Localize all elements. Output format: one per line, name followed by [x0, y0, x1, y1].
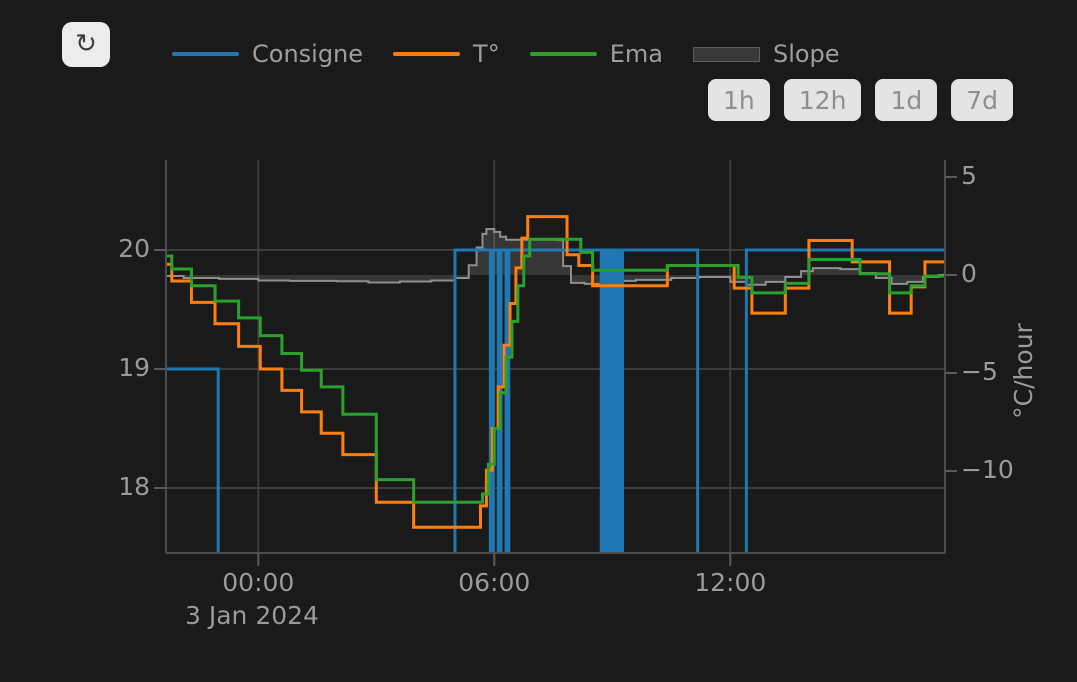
- left-axis-tick-label: 19: [118, 353, 150, 382]
- refresh-icon: ↻: [75, 29, 97, 59]
- range-buttons: 1h 12h 1d 7d: [708, 79, 1013, 121]
- series-consigne: [166, 248, 945, 553]
- left-axis-tick-label: 18: [118, 472, 150, 501]
- right-axis-tick-label: −5: [961, 357, 998, 386]
- legend-marker-icon: [393, 52, 461, 56]
- legend-item-ema[interactable]: Ema: [529, 40, 663, 68]
- range-button-1h[interactable]: 1h: [708, 79, 770, 121]
- series-ema: [166, 237, 945, 504]
- x-axis-tick-label: 12:00: [694, 568, 767, 597]
- legend-marker-icon: [172, 52, 239, 56]
- series-t: [166, 215, 945, 529]
- slope-area: [166, 228, 945, 285]
- legend-item-slope[interactable]: Slope: [692, 40, 840, 68]
- x-axis-tick-label: 00:00: [222, 568, 295, 597]
- legend-label: Slope: [772, 40, 840, 68]
- chart-legend: Consigne T° Ema Slope: [172, 40, 840, 68]
- legend-marker-icon: [692, 46, 760, 62]
- legend-label: T°: [473, 40, 500, 68]
- legend-item-t[interactable]: T°: [393, 40, 500, 68]
- refresh-button[interactable]: ↻: [62, 22, 110, 67]
- right-axis-tick-label: −10: [961, 455, 1014, 484]
- x-axis-date-label: 3 Jan 2024: [185, 601, 319, 630]
- legend-item-consigne[interactable]: Consigne: [172, 40, 363, 68]
- legend-label: Consigne: [252, 40, 364, 68]
- legend-marker-icon: [529, 52, 597, 56]
- range-button-7d[interactable]: 7d: [951, 79, 1013, 121]
- legend-label: Ema: [609, 40, 663, 68]
- x-axis-tick-label: 06:00: [458, 568, 531, 597]
- right-axis-unit-label: °C/hour: [1009, 323, 1038, 419]
- left-axis-tick-label: 20: [118, 234, 150, 263]
- range-button-12h[interactable]: 12h: [783, 79, 862, 121]
- range-button-1d[interactable]: 1d: [875, 79, 938, 121]
- right-axis-tick-label: 5: [961, 161, 977, 190]
- right-axis-tick-label: 0: [961, 259, 977, 288]
